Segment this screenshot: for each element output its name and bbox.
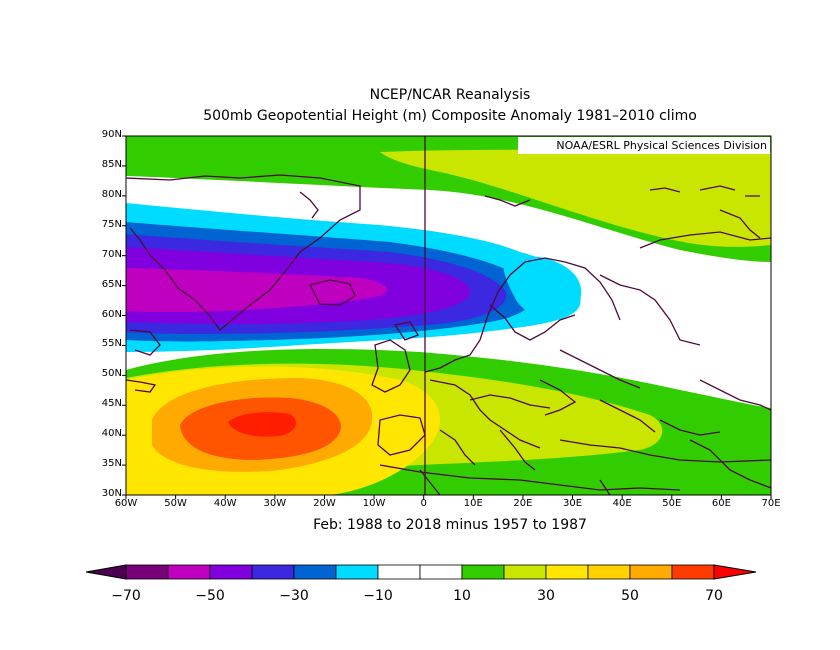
colorbar-segment: [545, 564, 589, 580]
lat-label: 65N: [101, 278, 122, 290]
colorbar-segment: [293, 564, 337, 580]
lon-label: 40E: [612, 498, 632, 509]
colorbar-segment: [587, 564, 631, 580]
credit-label: NOAA/ESRL Physical Sciences Division: [518, 137, 770, 154]
lon-label: 40W: [213, 498, 237, 509]
lat-label: 40N: [101, 428, 122, 440]
lat-label: 50N: [101, 368, 122, 380]
colorbar-segment: [251, 564, 295, 580]
colorbar-label: −30: [279, 588, 309, 604]
colorbar-segment: [419, 564, 463, 580]
lat-label: 60N: [101, 308, 122, 320]
band-red: [228, 412, 296, 437]
lat-label: 30N: [101, 488, 122, 499]
anomaly-field: [126, 136, 771, 495]
lon-label: 50W: [164, 498, 187, 509]
colorbar-segment: [167, 564, 211, 580]
lon-label: 30W: [263, 498, 287, 509]
colorbar-label: −50: [195, 588, 225, 604]
map-title-line2: 500mb Geopotential Height (m) Composite …: [203, 108, 697, 124]
lon-label: 30E: [563, 498, 583, 509]
colorbar-segment: [335, 564, 379, 580]
colorbar-label: −10: [363, 588, 393, 604]
colorbar-segment: [209, 564, 253, 580]
band-magenta: [126, 268, 388, 312]
lat-label: 70N: [101, 248, 122, 260]
lon-label: 60E: [711, 498, 731, 509]
lat-label: 45N: [101, 398, 122, 410]
map-subtitle: Feb: 1988 to 2018 minus 1957 to 1987: [313, 517, 587, 533]
colorbar-arrow-low: [85, 564, 127, 580]
colorbar-segment: [671, 564, 715, 580]
colorbar-segment: [125, 564, 169, 580]
colorbar: [85, 564, 757, 580]
band-lime-north: [380, 149, 771, 247]
colorbar-label: −70: [111, 588, 141, 604]
lon-label: 0: [420, 498, 427, 509]
colorbar-segment: [461, 564, 505, 580]
colorbar-segment: [503, 564, 547, 580]
colorbar-label: 10: [453, 588, 471, 604]
lat-label: 55N: [101, 338, 122, 350]
lon-label: 60W: [114, 498, 138, 509]
map-title-line1: NCEP/NCAR Reanalysis: [369, 87, 531, 103]
lon-label: 70E: [761, 498, 781, 509]
colorbar-segment: [377, 564, 421, 580]
lon-label: 20W: [313, 498, 336, 509]
lat-label: 90N: [101, 129, 122, 140]
lon-label: 10W: [362, 498, 386, 509]
colorbar-segment: [629, 564, 673, 580]
lon-label: 50E: [662, 498, 682, 509]
lat-label: 80N: [101, 188, 122, 200]
lat-label: 75N: [101, 218, 122, 230]
lon-label: 20E: [513, 498, 533, 509]
colorbar-label: 30: [537, 588, 555, 604]
band-cyan-scandinavia: [503, 255, 582, 318]
lat-label: 35N: [101, 458, 122, 470]
colorbar-label: 70: [705, 588, 723, 604]
colorbar-arrow-high: [713, 564, 757, 580]
coastlines: [126, 174, 771, 495]
lat-label: 85N: [101, 158, 122, 170]
lon-label: 10E: [463, 498, 483, 509]
colorbar-label: 50: [621, 588, 639, 604]
